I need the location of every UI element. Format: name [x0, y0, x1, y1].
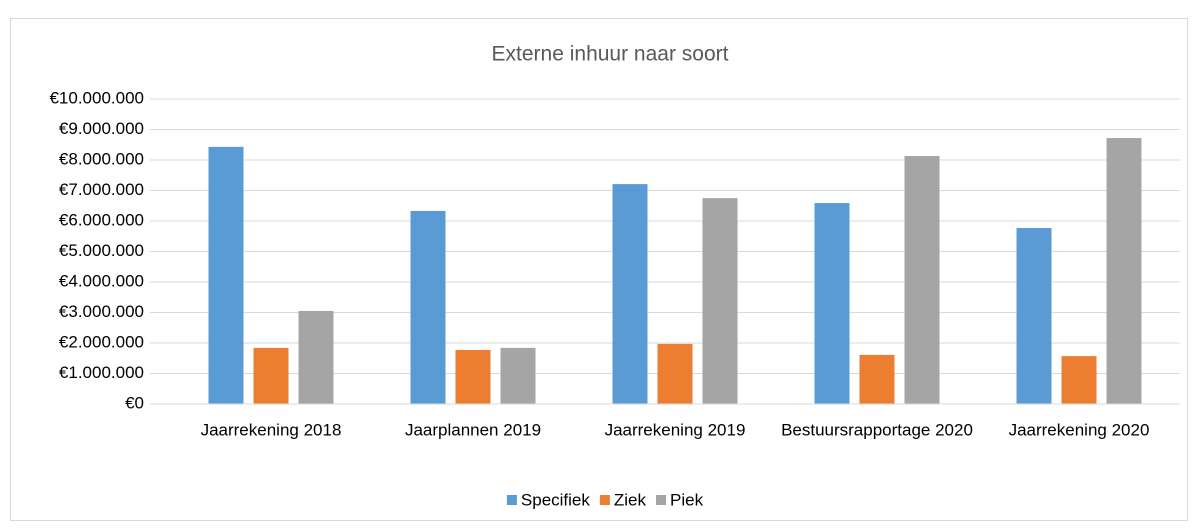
- x-tick-label: Jaarrekening 2020: [1009, 420, 1150, 439]
- bar: [904, 156, 940, 404]
- y-tick-label: €4.000.000: [59, 271, 144, 290]
- y-tick-label: €6.000.000: [59, 210, 144, 229]
- legend-swatch: [656, 495, 667, 505]
- bar: [410, 210, 446, 404]
- chart-border: [10, 18, 1188, 521]
- bar: [1061, 356, 1097, 404]
- y-tick-label: €7.000.000: [59, 180, 144, 199]
- bar: [657, 343, 693, 404]
- x-tick-label: Bestuursrapportage 2020: [781, 420, 973, 439]
- legend-swatch: [506, 495, 517, 505]
- bar: [702, 198, 738, 404]
- bar: [1106, 138, 1142, 405]
- bar: [253, 347, 289, 404]
- bar: [612, 184, 648, 404]
- y-tick-label: €10.000.000: [49, 88, 144, 107]
- y-tick-label: €2.000.000: [59, 332, 144, 351]
- bar: [859, 354, 895, 404]
- y-tick-label: €3.000.000: [59, 302, 144, 321]
- chart-title: Externe inhuur naar soort: [492, 43, 729, 66]
- bar: [298, 310, 334, 404]
- bar: [1016, 228, 1052, 404]
- y-tick-label: €5.000.000: [59, 241, 144, 260]
- x-tick-label: Jaarplannen 2019: [405, 420, 541, 439]
- y-tick-label: €9.000.000: [59, 119, 144, 138]
- y-tick-label: €8.000.000: [59, 149, 144, 168]
- x-tick-label: Jaarrekening 2018: [201, 420, 342, 439]
- legend-label: Ziek: [614, 490, 647, 509]
- y-tick-label: €1.000.000: [59, 363, 144, 382]
- legend-label: Piek: [670, 490, 704, 509]
- bar: [814, 203, 850, 404]
- legend-swatch: [599, 495, 610, 505]
- y-tick-label: €0: [125, 393, 144, 412]
- legend-label: Specifiek: [521, 490, 590, 509]
- bar: [208, 146, 244, 404]
- bar: [455, 350, 491, 404]
- x-tick-label: Jaarrekening 2019: [605, 420, 746, 439]
- bar: [500, 347, 536, 404]
